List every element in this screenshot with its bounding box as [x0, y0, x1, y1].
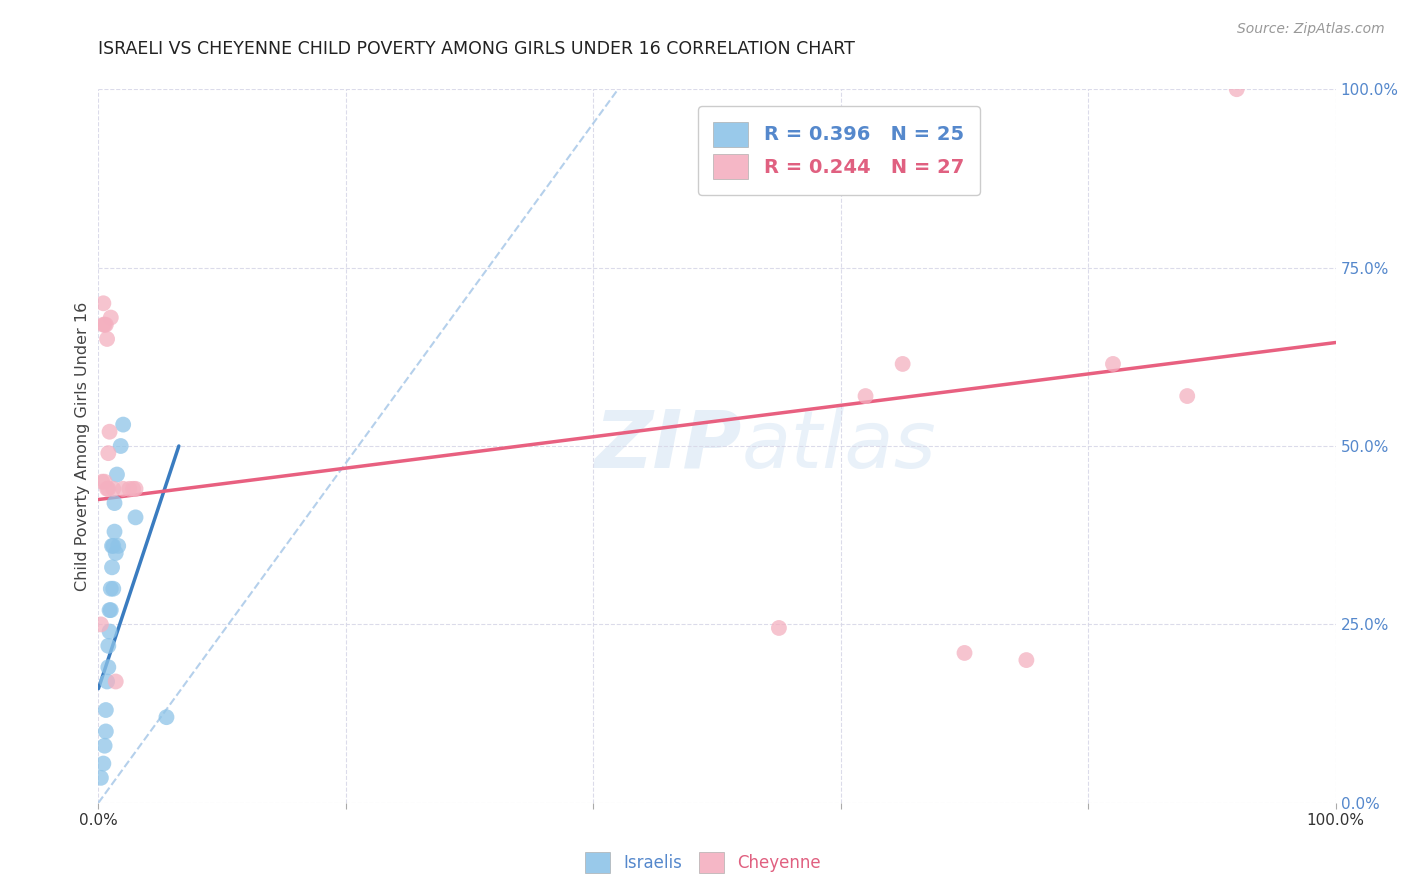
- Point: [103, 496, 125, 510]
- Point: [1015, 653, 1038, 667]
- Point: [98, 425, 121, 439]
- Point: [104, 546, 127, 560]
- Point: [1226, 82, 1249, 96]
- Point: [112, 417, 135, 432]
- Point: [97, 446, 120, 460]
- Legend: R = 0.396   N = 25, R = 0.244   N = 27: R = 0.396 N = 25, R = 0.244 N = 27: [697, 106, 980, 195]
- Point: [93, 739, 115, 753]
- Point: [93, 296, 115, 310]
- Point: [91, 475, 114, 489]
- Point: [97, 660, 120, 674]
- Text: atlas: atlas: [742, 407, 936, 485]
- Point: [90, 771, 112, 785]
- Point: [105, 467, 128, 482]
- Point: [100, 603, 122, 617]
- Point: [155, 710, 177, 724]
- Point: [98, 603, 121, 617]
- Point: [100, 582, 122, 596]
- Point: [124, 482, 146, 496]
- Point: [93, 318, 115, 332]
- Point: [101, 560, 124, 574]
- Point: [1175, 389, 1198, 403]
- Point: [94, 724, 117, 739]
- Point: [1102, 357, 1125, 371]
- Point: [94, 318, 117, 332]
- Text: ZIP: ZIP: [595, 407, 742, 485]
- Point: [124, 510, 146, 524]
- Point: [96, 482, 118, 496]
- Point: [112, 482, 135, 496]
- Point: [93, 756, 115, 771]
- Point: [103, 524, 125, 539]
- Point: [100, 310, 122, 325]
- Point: [104, 674, 127, 689]
- Point: [96, 332, 118, 346]
- Point: [103, 539, 125, 553]
- Legend: Israelis, Cheyenne: Israelis, Cheyenne: [578, 846, 828, 880]
- Point: [96, 674, 118, 689]
- Point: [855, 389, 877, 403]
- Point: [110, 439, 132, 453]
- Point: [103, 482, 125, 496]
- Point: [118, 482, 141, 496]
- Point: [97, 639, 120, 653]
- Text: ISRAELI VS CHEYENNE CHILD POVERTY AMONG GIRLS UNDER 16 CORRELATION CHART: ISRAELI VS CHEYENNE CHILD POVERTY AMONG …: [98, 40, 855, 58]
- Y-axis label: Child Poverty Among Girls Under 16: Child Poverty Among Girls Under 16: [75, 301, 90, 591]
- Point: [97, 482, 120, 496]
- Point: [101, 539, 124, 553]
- Point: [90, 617, 112, 632]
- Point: [103, 582, 125, 596]
- Point: [953, 646, 976, 660]
- Point: [891, 357, 914, 371]
- Point: [768, 621, 790, 635]
- Point: [94, 703, 117, 717]
- Point: [93, 318, 115, 332]
- Point: [93, 475, 115, 489]
- Point: [107, 539, 129, 553]
- Point: [98, 624, 121, 639]
- Text: Source: ZipAtlas.com: Source: ZipAtlas.com: [1237, 22, 1385, 37]
- Point: [122, 482, 145, 496]
